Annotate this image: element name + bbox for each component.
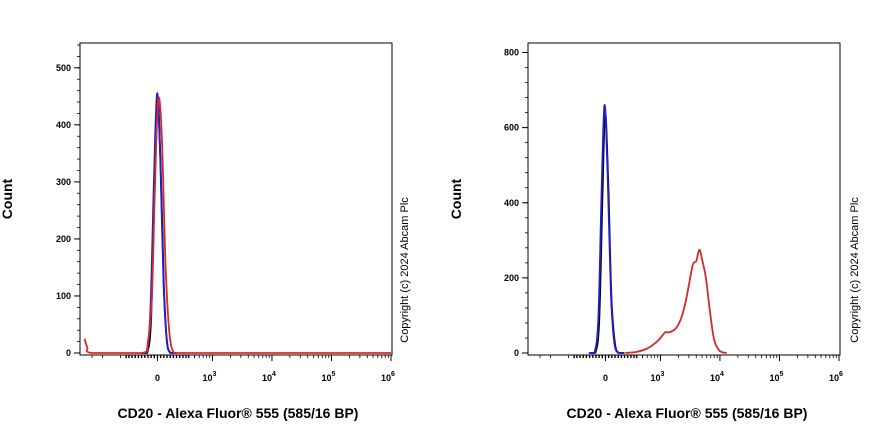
series-layer [83,92,391,354]
y-tick-label: 0 [66,348,71,358]
x-tick-exponent: 5 [780,371,784,378]
x-tick-base: 10 [770,373,780,383]
y-tick-label: 200 [56,234,71,244]
y-tick-label: 100 [56,291,71,301]
x-axis-title: CD20 - Alexa Fluor® 555 (585/16 BP) [567,405,808,421]
y-tick-label: 200 [504,273,519,283]
copyright-notice: Copyright (c) 2024 Abcam Plc [849,197,861,343]
x-tick-base: 10 [381,373,391,383]
x-tick-exponent: 3 [660,371,664,378]
y-tick-label: 400 [56,120,71,130]
y-tick-label: 0 [514,348,519,358]
x-tick-base: 0 [603,373,608,383]
x-tick-base: 10 [262,373,272,383]
y-tick-label: 300 [56,177,71,187]
x-tick-exponent: 4 [272,371,276,378]
y-tick-label: 500 [56,63,71,73]
copyright-notice: Copyright (c) 2024 Abcam Plc [399,197,411,343]
x-tick-exponent: 5 [332,371,336,378]
x-tick-exponent: 3 [212,371,216,378]
x-tick-label: 0 [603,373,608,383]
x-tick-base: 0 [155,373,160,383]
y-axis-title: Count [0,178,15,219]
x-tick-label: 103 [650,371,664,383]
x-tick-label: 105 [322,371,336,383]
x-tick-base: 10 [829,373,839,383]
histogram-line-blue [588,104,624,354]
histogram-line-red [83,96,391,354]
x-tick-label: 106 [829,371,843,383]
x-tick-label: 104 [710,371,724,383]
plot-frame [79,42,393,356]
x-tick-label: 106 [381,371,395,383]
y-tick-label: 800 [504,48,519,58]
y-axis-title: Count [448,178,464,219]
x-tick-exponent: 4 [720,371,724,378]
x-tick-base: 10 [322,373,332,383]
x-tick-label: 103 [202,371,216,383]
x-tick-exponent: 6 [391,371,395,378]
plot-frame [527,42,841,356]
x-tick-label: 0 [155,373,160,383]
x-tick-label: 105 [770,371,784,383]
y-tick-label: 600 [504,123,519,133]
y-tick-label: 400 [504,198,519,208]
x-axis-title: CD20 - Alexa Fluor® 555 (585/16 BP) [118,405,359,421]
histogram-line-blue [141,92,176,354]
x-tick-exponent: 6 [839,371,843,378]
x-tick-label: 104 [262,371,276,383]
series-layer [588,104,727,354]
x-tick-base: 10 [710,373,720,383]
histogram-line-red [625,248,727,354]
x-tick-base: 10 [202,373,212,383]
x-tick-base: 10 [650,373,660,383]
